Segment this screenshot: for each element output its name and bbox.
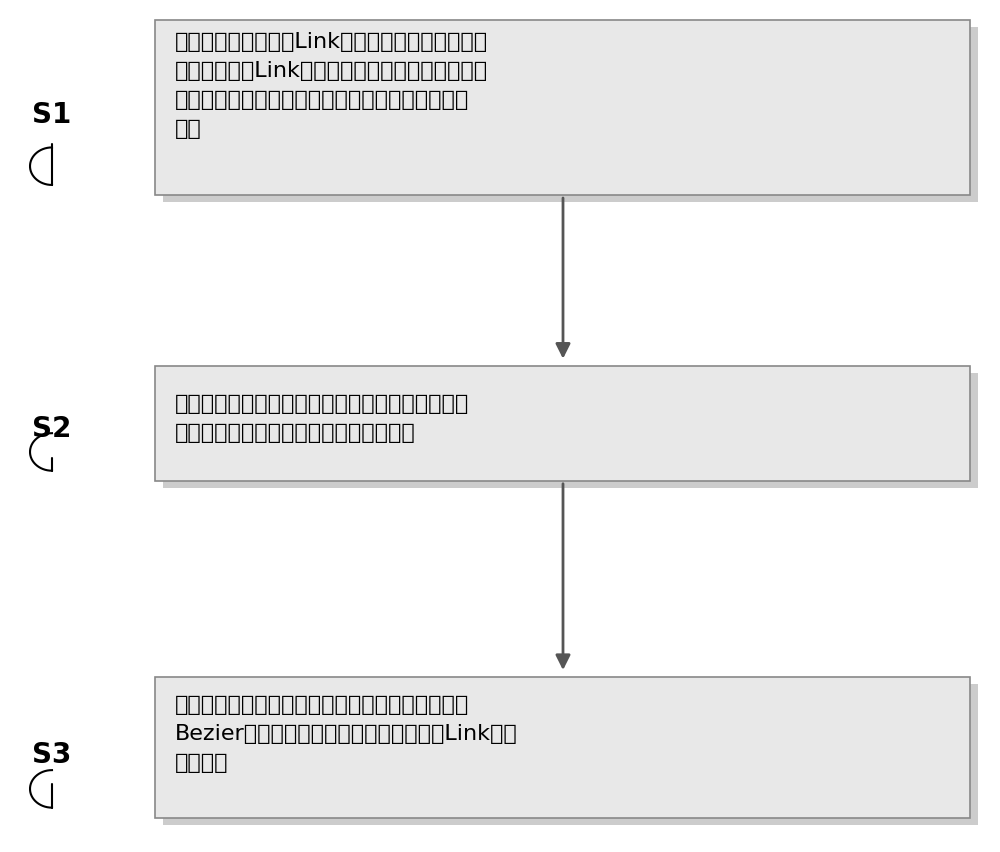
FancyBboxPatch shape [163, 373, 978, 488]
FancyBboxPatch shape [163, 28, 978, 203]
Text: S2: S2 [32, 415, 72, 442]
FancyBboxPatch shape [155, 21, 970, 196]
FancyBboxPatch shape [155, 677, 970, 818]
Text: 根据车辆行驶轨迹的变化模式确定控制点，并基于
Bezier曲线方程建交叉路口驶入驶出车道Link的连
接曲线。: 根据车辆行驶轨迹的变化模式确定控制点，并基于 Bezier曲线方程建交叉路口驶入… [175, 694, 518, 772]
FancyBboxPatch shape [163, 684, 978, 825]
Text: 获取车辆自驶入车道Link的驶入矢量信息，以及车
辆自驶出车道Link的驶出矢量信息，并根据驶入矢
量信息和驶出矢量信息得到车辆行驶轨迹的变化角
度；: 获取车辆自驶入车道Link的驶入矢量信息，以及车 辆自驶出车道Link的驶出矢量… [175, 32, 488, 139]
Text: S3: S3 [32, 740, 72, 768]
Text: S1: S1 [32, 101, 72, 129]
Text: 设定多种阈值条件，根据阈值条件与变化角度的比
较结果，确定车辆行驶轨迹的变化模式；: 设定多种阈值条件，根据阈值条件与变化角度的比 较结果，确定车辆行驶轨迹的变化模式… [175, 394, 469, 442]
FancyBboxPatch shape [155, 366, 970, 481]
